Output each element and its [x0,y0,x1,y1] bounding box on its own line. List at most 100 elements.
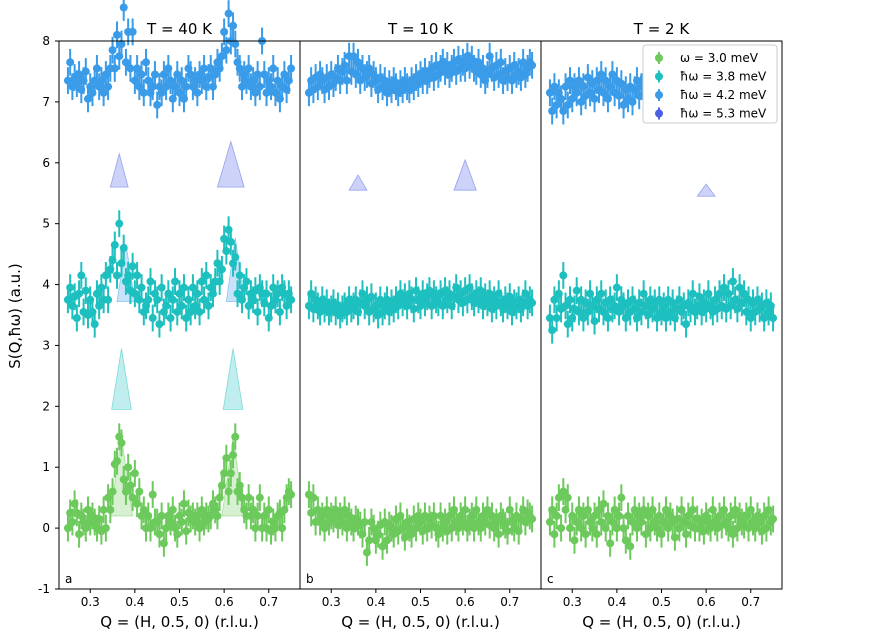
data-point [554,493,563,502]
data-point [610,505,619,514]
data-point [661,505,670,514]
data-point [769,514,778,523]
data-point [177,518,186,527]
data-point [99,88,108,97]
peak-fill-e53-1 [348,174,368,191]
data-point [253,511,262,520]
x-tick-label: 0.5 [411,595,430,609]
data-point [92,64,101,73]
data-point [144,295,153,304]
x-tick-label: 0.6 [215,595,234,609]
y-axis: -1 0 1 2 3 4 5 6 7 8 [38,34,59,596]
data-point [688,505,697,514]
x-tick-label: 0.7 [741,595,760,609]
x-tick-label: 0.6 [456,595,475,609]
data-point [173,530,182,539]
data-point [200,295,209,304]
peak-fill-e38-4 [222,348,244,410]
data-point [624,511,633,520]
data-point [119,3,128,12]
data-point [572,286,581,295]
data-point [264,505,273,514]
legend-label: ħω = 5.3 meV [680,107,767,121]
data-point [719,283,728,292]
data-point [552,511,561,520]
data-point [68,518,77,527]
data-point [75,530,84,539]
data-point [117,40,126,49]
data-point [273,289,282,298]
data-point [255,82,264,91]
y-tick-label: 3 [42,338,50,352]
y-tick-label: 5 [42,217,50,231]
data-point [688,289,697,298]
data-point [179,499,188,508]
data-point [235,64,244,73]
data-point [206,64,215,73]
data-point [309,493,318,502]
data-point [81,67,90,76]
data-point [570,536,579,545]
data-point [559,271,568,280]
data-point [733,304,742,313]
peak-fill-e53-7 [109,152,129,188]
data-point [119,244,128,253]
data-point [365,536,374,545]
data-point [217,52,226,61]
data-point [90,320,99,329]
data-point [568,511,577,520]
y-axis-label: S(Q,ħω) (a.u.) [6,263,24,369]
data-point [563,493,572,502]
data-point [195,307,204,316]
data-point [244,64,253,73]
data-point [563,320,572,329]
data-point [728,530,737,539]
panel-3: 0.3 0.4 0.5 0.6 0.7Q = (H, 0.5, 0) (r.l.u.) T… [540,20,783,631]
data-point [682,530,691,539]
panel-title: T = 2 K [633,20,691,38]
data-point [166,314,175,323]
data-point [224,487,233,496]
data-point [548,505,557,514]
data-point [769,314,778,323]
data-point [606,539,615,548]
series-e30 [304,481,537,566]
series-e30 [545,478,778,560]
data-point [675,524,684,533]
data-point [148,314,157,323]
data-point [155,530,164,539]
data-point [231,40,240,49]
data-point [146,277,155,286]
data-point [104,295,113,304]
data-point [77,271,86,280]
data-point [740,289,749,298]
data-point [104,82,113,91]
data-point [597,518,606,527]
data-point [179,283,188,292]
data-point [494,530,503,539]
data-point [548,326,557,335]
data-point [124,463,133,472]
data-point [590,511,599,520]
data-point [434,530,443,539]
data-point [574,505,583,514]
data-point [762,524,771,533]
data-point [202,271,211,280]
data-point [157,283,166,292]
series-e38 [545,262,778,344]
series-e38 [304,274,537,329]
data-point [66,283,75,292]
data-point [168,505,177,514]
data-point [226,237,235,246]
data-point [653,314,662,323]
data-point [583,307,592,316]
legend-marker [655,72,663,81]
data-point [590,94,599,103]
data-point [130,469,139,478]
data-point [287,490,296,499]
panel-letter: c [547,572,554,586]
data-point [171,277,180,286]
data-point [603,511,612,520]
data-point [155,320,164,329]
data-point [630,505,639,514]
